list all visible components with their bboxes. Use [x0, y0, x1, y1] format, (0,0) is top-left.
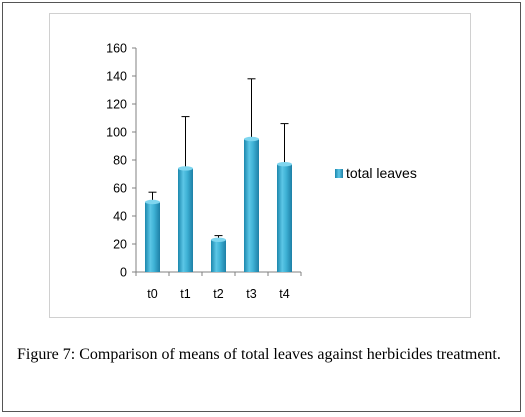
bar-t1 [178, 168, 193, 272]
y-tick-label: 140 [106, 70, 127, 84]
bar-chart: 0 20 40 60 80 100 120 140 160 t0 t1 t2 t3 t4 total l… [106, 42, 417, 302]
y-tick-label: 100 [106, 126, 127, 140]
bar-top-t0 [145, 199, 160, 205]
figure-frame: 0 20 40 60 80 100 120 140 160 t0 t1 t2 t3 t4 total l… [2, 2, 521, 412]
y-tick-label: 120 [106, 98, 127, 112]
x-tick-label-t4: t4 [279, 287, 289, 301]
y-tick-label: 0 [120, 266, 127, 280]
bar-t4 [277, 164, 292, 272]
bar-top-t2 [211, 237, 226, 242]
y-tick-label: 80 [113, 154, 127, 168]
bar-t0 [145, 202, 160, 272]
y-tick-label: 40 [113, 210, 127, 224]
chart-legend: total leaves [335, 165, 417, 181]
chart-area [49, 13, 471, 318]
x-tick-label-t1: t1 [180, 287, 190, 301]
figure-caption: Figure 7: Comparison of means of total l… [17, 344, 517, 366]
bar-top-t4 [277, 162, 292, 167]
y-tick-label: 20 [113, 238, 127, 252]
bar-t2 [211, 239, 226, 272]
x-tick-label-t0: t0 [147, 287, 157, 301]
figure-label: Figure 7: [17, 346, 76, 363]
y-tick-label: 160 [106, 42, 127, 56]
bar-top-t1 [178, 166, 193, 171]
legend-swatch [335, 169, 343, 178]
legend-label-total-leaves: total leaves [346, 165, 417, 181]
x-tick-label-t3: t3 [246, 287, 256, 301]
bar-t3 [244, 139, 259, 272]
y-tick-label: 60 [113, 182, 127, 196]
bar-top-t3 [244, 136, 259, 142]
x-tick-label-t2: t2 [213, 287, 223, 301]
caption-text: Comparison of means of total leaves agai… [79, 346, 501, 363]
